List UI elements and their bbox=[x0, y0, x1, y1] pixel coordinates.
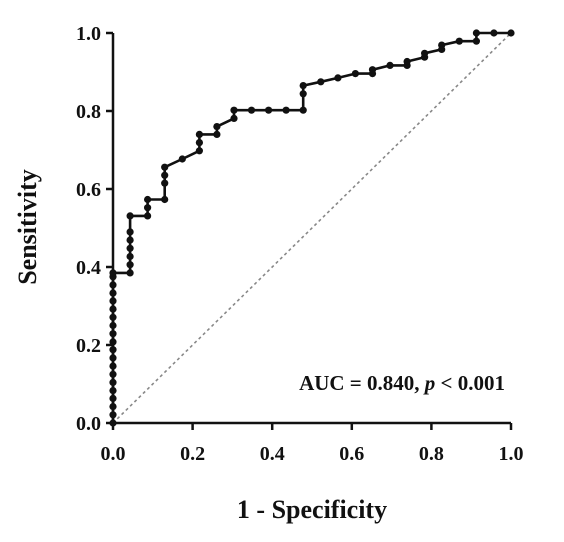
roc-point bbox=[109, 269, 117, 277]
roc-point bbox=[126, 252, 134, 261]
tick-labels-layer: 0.0 0.2 0.4 0.6 0.8 1.0 0.0 0.2 0.4 0.6 0.8 1.0 bbox=[76, 23, 524, 465]
y-tick-label: 0.4 bbox=[76, 257, 101, 279]
roc-point bbox=[213, 130, 221, 138]
roc-point bbox=[109, 297, 117, 305]
roc-point bbox=[195, 130, 203, 138]
roc-point bbox=[126, 244, 134, 252]
roc-point bbox=[507, 29, 515, 37]
x-tick-label: 0.0 bbox=[101, 443, 126, 465]
roc-point bbox=[109, 346, 117, 354]
y-tick-label: 0.8 bbox=[76, 101, 101, 123]
roc-point bbox=[109, 362, 117, 370]
roc-point bbox=[386, 61, 394, 69]
roc-point bbox=[126, 269, 134, 277]
roc-point bbox=[455, 37, 463, 45]
reference-diagonal bbox=[112, 32, 512, 424]
roc-point bbox=[472, 29, 480, 37]
roc-point bbox=[161, 179, 169, 187]
roc-point bbox=[144, 195, 152, 204]
roc-point bbox=[126, 228, 134, 236]
auc-annotation: AUC = 0.840, p < 0.001 bbox=[299, 371, 505, 395]
auc-text: AUC = 0.840, bbox=[299, 371, 425, 395]
roc-point bbox=[109, 403, 117, 411]
roc-point bbox=[213, 123, 221, 131]
y-axis-title: Sensitivity bbox=[13, 169, 42, 285]
roc-point bbox=[109, 281, 117, 289]
y-tick-label: 0.6 bbox=[76, 179, 101, 201]
roc-point bbox=[126, 261, 134, 269]
reference-line-layer bbox=[112, 32, 512, 424]
roc-point bbox=[351, 70, 359, 78]
roc-curve-layer bbox=[109, 29, 515, 427]
roc-point bbox=[317, 78, 325, 86]
roc-point bbox=[195, 139, 203, 147]
x-tick-label: 1.0 bbox=[499, 443, 524, 465]
roc-point bbox=[421, 49, 429, 57]
roc-point bbox=[334, 74, 342, 82]
y-tick-label: 1.0 bbox=[76, 23, 101, 45]
roc-point bbox=[144, 204, 152, 212]
roc-point bbox=[109, 305, 117, 313]
roc-point bbox=[109, 370, 117, 378]
roc-point bbox=[178, 155, 186, 163]
y-tick-label: 0.2 bbox=[76, 335, 101, 357]
roc-point bbox=[109, 354, 117, 362]
x-tick-label: 0.6 bbox=[339, 443, 364, 465]
x-axis-title: 1 - Specificity bbox=[237, 495, 387, 524]
roc-point bbox=[230, 106, 238, 114]
roc-point bbox=[109, 419, 117, 427]
roc-point bbox=[403, 57, 411, 66]
x-tick-label: 0.4 bbox=[260, 443, 285, 465]
roc-point bbox=[299, 90, 307, 98]
roc-point bbox=[109, 387, 117, 395]
roc-point bbox=[490, 29, 498, 37]
roc-point bbox=[472, 37, 480, 45]
roc-point bbox=[299, 82, 307, 90]
roc-point bbox=[230, 114, 238, 122]
roc-point bbox=[161, 171, 169, 179]
roc-point bbox=[109, 289, 117, 297]
roc-point bbox=[109, 330, 117, 338]
x-tick-label: 0.2 bbox=[180, 443, 205, 465]
roc-point bbox=[282, 106, 290, 114]
roc-point bbox=[109, 411, 117, 419]
p-value-text: < 0.001 bbox=[435, 371, 505, 395]
roc-point bbox=[438, 41, 446, 49]
roc-point bbox=[109, 313, 117, 321]
x-tick-label: 0.8 bbox=[419, 443, 444, 465]
roc-point bbox=[247, 106, 256, 114]
roc-point bbox=[161, 163, 169, 171]
roc-point bbox=[144, 212, 152, 220]
roc-point bbox=[109, 394, 117, 402]
roc-point bbox=[161, 195, 169, 204]
roc-point bbox=[265, 106, 273, 114]
roc-point bbox=[109, 321, 117, 330]
y-tick-label: 0.0 bbox=[76, 413, 101, 435]
roc-point bbox=[109, 338, 117, 346]
roc-point bbox=[195, 147, 203, 155]
roc-point bbox=[299, 106, 307, 114]
roc-point bbox=[368, 66, 377, 74]
roc-point bbox=[126, 212, 134, 220]
p-symbol: p bbox=[423, 371, 436, 395]
roc-point bbox=[126, 236, 134, 244]
roc-point bbox=[109, 378, 117, 386]
